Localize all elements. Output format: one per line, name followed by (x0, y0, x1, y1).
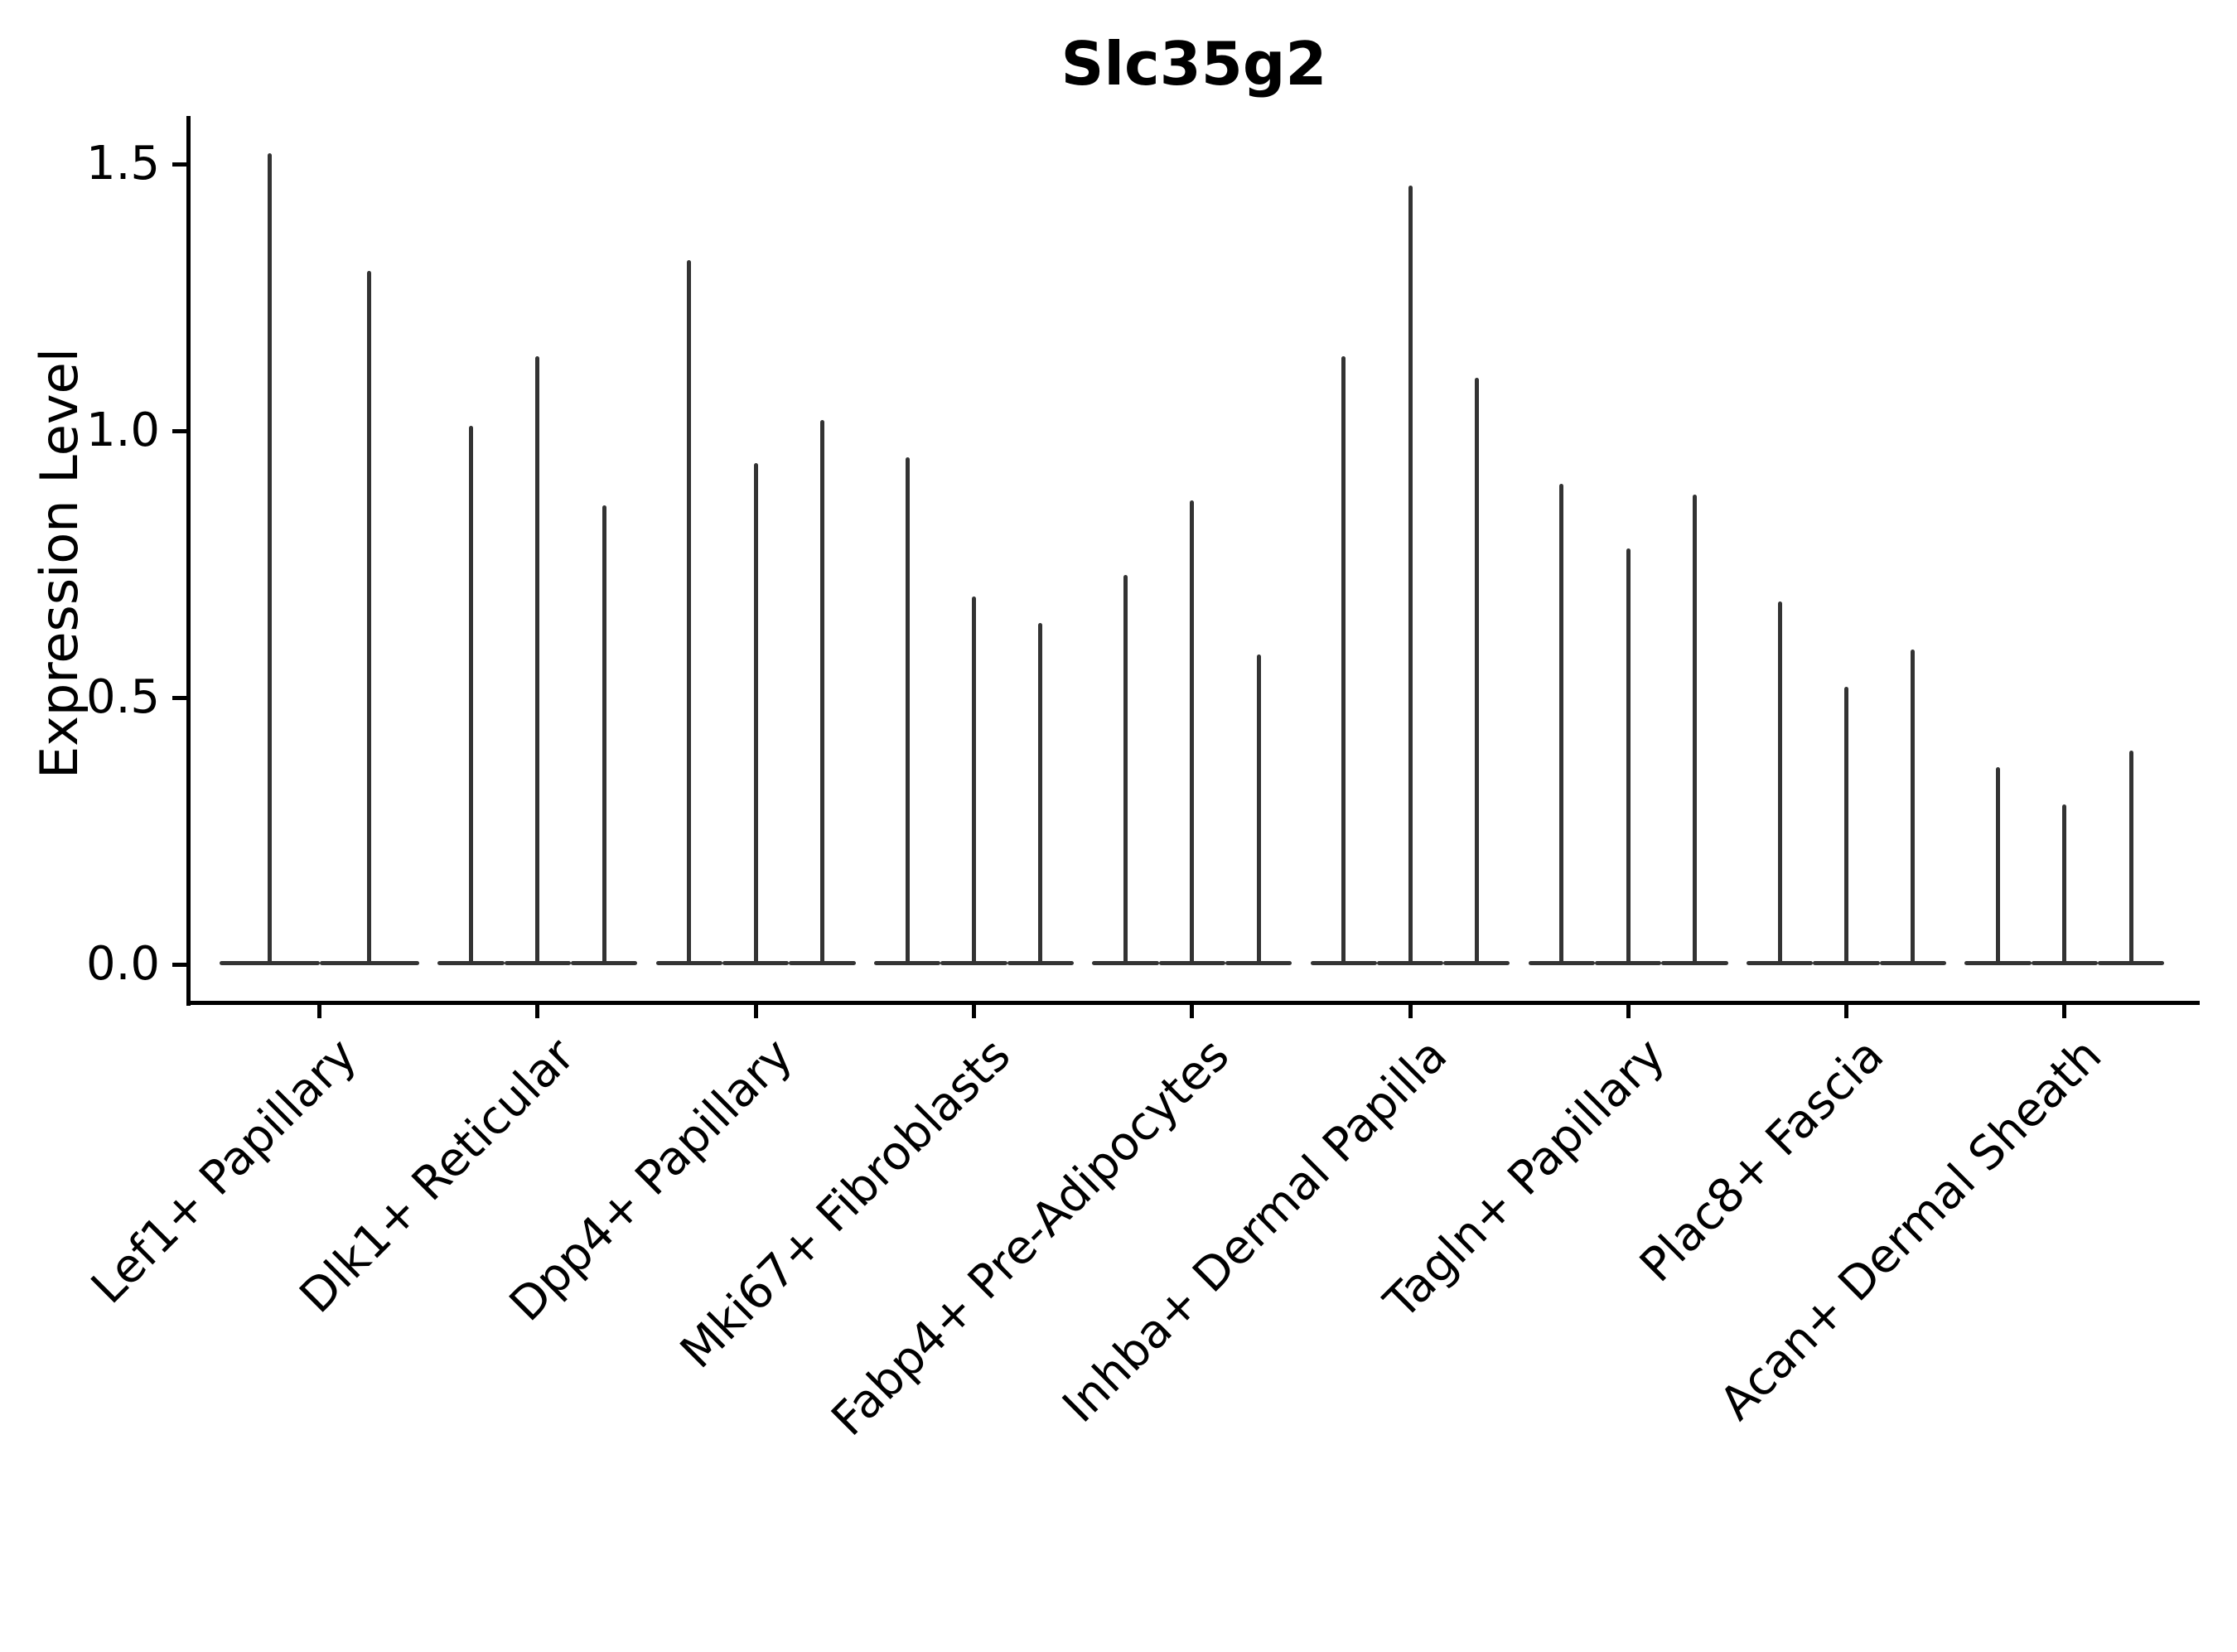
y-tick-label: 1.5 (85, 137, 160, 191)
y-tick-label: 1.0 (85, 403, 160, 457)
violin-spike (1996, 766, 2001, 964)
violin-spike (535, 355, 540, 964)
violin-spike (468, 425, 473, 964)
violin-spike (687, 259, 692, 964)
x-tick-mark (971, 1002, 976, 1018)
chart-title: Slc35g2 (1061, 29, 1327, 99)
y-axis-spine (186, 116, 191, 1006)
violin-spike (1123, 574, 1128, 964)
violin-spike (819, 420, 824, 964)
violin-spike (1474, 377, 1479, 964)
x-tick-mark (1844, 1002, 1849, 1018)
y-tick-mark (172, 428, 187, 433)
violin-spike (1777, 601, 1782, 964)
y-tick-label: 0.5 (85, 670, 160, 724)
y-tick-mark (172, 962, 187, 967)
violin-spike (367, 270, 372, 964)
x-tick-mark (1408, 1002, 1413, 1018)
x-tick-mark (1190, 1002, 1195, 1018)
y-axis-label: Expression Level (29, 348, 89, 779)
violin-spike (1038, 622, 1043, 964)
y-tick-mark (172, 162, 187, 167)
violin-spike (1190, 500, 1195, 964)
violin-spike (971, 596, 976, 964)
violin-spike (267, 153, 272, 964)
violin-spike (1844, 687, 1849, 964)
violin-spike (2128, 751, 2133, 964)
violin-spike (905, 457, 910, 964)
violin-spike (1626, 548, 1631, 964)
x-tick-mark (535, 1002, 540, 1018)
violin-plot-figure: Slc35g2 Expression Level 0.0 0.5 1.0 1.5 Le… (29, 29, 2200, 1447)
violin-spike (602, 505, 606, 964)
violin-spike (1559, 484, 1564, 964)
y-tick-label: 0.0 (85, 937, 160, 991)
violin-spike (1911, 650, 1916, 964)
x-tick-mark (1626, 1002, 1631, 1018)
violin-spike (1256, 655, 1261, 964)
violin-spike (1408, 185, 1413, 964)
x-tick-mark (753, 1002, 758, 1018)
violin-spike (753, 462, 758, 964)
x-tick-mark (317, 1002, 321, 1018)
y-tick-mark (172, 695, 187, 700)
violin-spike (1693, 495, 1698, 964)
violin-spike (2062, 804, 2067, 964)
violin-spike (1341, 355, 1346, 964)
x-tick-mark (2062, 1002, 2067, 1018)
